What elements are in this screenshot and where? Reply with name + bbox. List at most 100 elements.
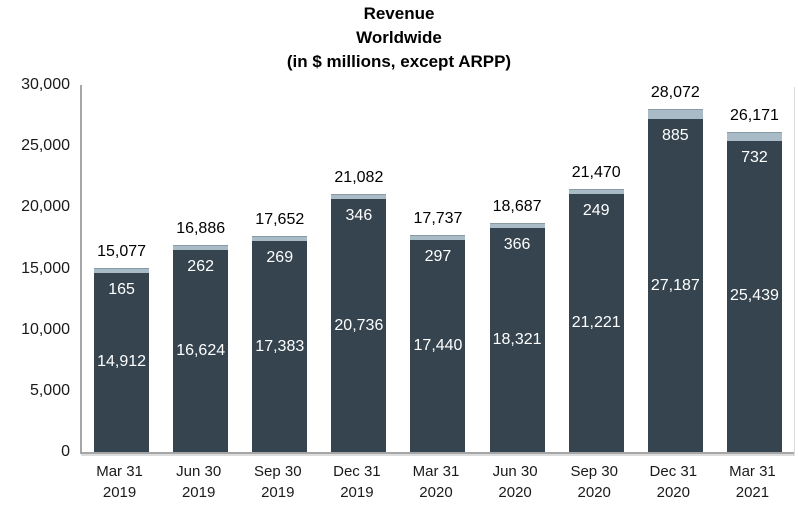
bar-segment-dark: 17,383 — [252, 241, 308, 452]
bar-total-label: 17,652 — [255, 211, 305, 229]
chart-title-line-3: (in $ millions, except ARPP) — [286, 52, 512, 71]
bar-segment-light — [173, 245, 229, 251]
x-category-date: Jun 30 — [492, 463, 538, 480]
bar-value-label-dark: 17,440 — [413, 337, 463, 355]
y-tick-label: 0 — [61, 443, 70, 460]
x-category-label: Sep 30 2019 — [238, 461, 317, 503]
bar-value-label-light: 262 — [187, 258, 214, 276]
x-category-year: 2019 — [102, 484, 137, 501]
bar-segment-dark: 14,912 — [94, 272, 150, 452]
bar-total-label: 21,470 — [571, 164, 621, 182]
bar-stack: 20,736 346 21,082 — [331, 169, 387, 452]
x-category-year: 2019 — [340, 484, 374, 501]
bar-stack: 25,439 732 26,171 — [726, 107, 782, 452]
bar-slot: 17,440 297 17,737 — [398, 85, 477, 452]
bar-value-label-dark: 17,383 — [255, 337, 305, 355]
y-axis-tick-labels: 0 5,000 10,000 15,000 20,000 25,000 30,000 — [0, 76, 70, 460]
x-category-label: Dec 31 2020 — [634, 461, 713, 503]
bar-stack: 16,624 262 16,886 — [173, 220, 229, 452]
bar-segment-light — [331, 194, 387, 200]
x-category-date: Sep 30 — [570, 463, 618, 480]
x-category-year: 2020 — [656, 484, 690, 501]
bar-segment-light — [489, 223, 545, 229]
x-category-label: Dec 31 2019 — [317, 461, 396, 503]
bar-total-label: 21,082 — [334, 169, 384, 187]
x-category-date: Sep 30 — [254, 463, 302, 480]
chart-title: Revenue Worldwide (in $ millions, except… — [0, 2, 798, 74]
bar-segment-light — [410, 235, 466, 241]
y-tick-label: 30,000 — [21, 76, 70, 93]
y-tick-label: 10,000 — [21, 320, 70, 338]
x-category-year: 2020 — [577, 484, 611, 501]
bar-total-label: 17,737 — [413, 210, 463, 228]
bar-value-label-light: 732 — [741, 148, 768, 166]
bar-stack: 27,187 885 28,072 — [647, 84, 703, 452]
bar-segment-dark: 20,736 — [331, 199, 387, 452]
plot-area: 14,912 165 15,077 16,624 262 16,886 17,383 269 1… — [80, 84, 794, 454]
bar-slot: 17,383 269 17,652 — [240, 85, 319, 452]
x-category-date: Jun 30 — [176, 463, 222, 480]
x-category-year: 2019 — [181, 484, 216, 501]
x-category-year: 2019 — [261, 484, 295, 501]
bar-value-label-dark: 18,321 — [492, 331, 542, 349]
bar-segment-dark: 21,221 — [568, 194, 624, 452]
y-tick-label: 20,000 — [21, 198, 70, 216]
x-category-year: 2020 — [419, 484, 453, 501]
x-category-label: Sep 30 2020 — [555, 461, 634, 503]
y-tick-label: 5,000 — [29, 381, 70, 399]
x-category-label: Mar 31 2020 — [396, 461, 475, 503]
bar-total-label: 26,171 — [729, 106, 779, 124]
bar-segment-dark: 27,187 — [647, 119, 703, 452]
x-category-date: Mar 31 — [412, 463, 460, 480]
x-axis-category-labels: Mar 31 2019 Jun 30 2019 Sep 30 2019 Dec 31 2019… — [80, 461, 792, 503]
bar-segment-light — [94, 267, 150, 273]
bar-segment-light — [726, 131, 782, 141]
x-category-year: 2021 — [735, 484, 770, 501]
x-category-label: Mar 31 2021 — [713, 461, 792, 503]
chart-title-line-1: Revenue — [363, 4, 435, 23]
bar-total-label: 15,077 — [97, 242, 147, 260]
y-tick-label: 25,000 — [21, 137, 70, 155]
bar-stack: 18,321 366 18,687 — [489, 198, 545, 452]
bar-segment-dark: 17,440 — [410, 240, 466, 452]
bar-slot: 27,187 885 28,072 — [636, 84, 715, 452]
bar-value-label-dark: 16,624 — [176, 342, 226, 360]
bar-total-label: 18,687 — [492, 198, 542, 216]
bar-total-label: 16,886 — [176, 220, 226, 238]
bar-slot: 18,321 366 18,687 — [478, 85, 557, 452]
bar-slot: 14,912 165 15,077 — [82, 85, 161, 452]
bar-stack: 17,440 297 17,737 — [410, 210, 466, 452]
bar-value-label-light: 269 — [266, 249, 294, 267]
y-tick-label: 15,000 — [21, 259, 70, 277]
bar-segment-dark: 16,624 — [173, 250, 229, 452]
x-category-date: Mar 31 — [96, 463, 143, 480]
x-category-date: Dec 31 — [333, 463, 381, 480]
bar-value-label-light: 165 — [108, 280, 135, 298]
x-category-label: Mar 31 2019 — [80, 461, 159, 503]
bar-value-label-dark: 21,221 — [571, 314, 621, 332]
bar-stack: 21,221 249 21,470 — [568, 164, 624, 452]
bar-slot: 20,736 346 21,082 — [319, 85, 398, 452]
bar-stack: 17,383 269 17,652 — [252, 211, 308, 452]
x-category-label: Jun 30 2019 — [159, 461, 238, 503]
bar-value-label-light: 346 — [345, 207, 373, 225]
bar-segment-light — [647, 108, 703, 120]
bar-segment-light — [252, 236, 308, 242]
x-category-date: Mar 31 — [729, 463, 776, 480]
bar-value-label-light: 249 — [582, 202, 610, 220]
bar-slot: 16,624 262 16,886 — [161, 85, 240, 452]
bar-total-label: 28,072 — [650, 83, 700, 101]
bar-segment-light — [568, 189, 624, 195]
bar-value-label-dark: 14,912 — [97, 353, 147, 371]
bars-row: 14,912 165 15,077 16,624 262 16,886 17,383 269 1… — [82, 84, 794, 452]
x-category-year: 2020 — [498, 484, 532, 501]
bar-value-label-light: 297 — [424, 248, 452, 266]
bar-stack: 14,912 165 15,077 — [94, 243, 150, 452]
x-category-date: Dec 31 — [649, 463, 698, 480]
chart-title-line-2: Worldwide — [356, 28, 442, 47]
bar-slot: 25,439 732 26,171 — [715, 85, 794, 452]
bar-value-label-dark: 27,187 — [650, 276, 700, 294]
bar-value-label-light: 885 — [661, 127, 689, 145]
bar-segment-dark: 18,321 — [489, 228, 545, 452]
x-category-label: Jun 30 2020 — [476, 461, 555, 503]
